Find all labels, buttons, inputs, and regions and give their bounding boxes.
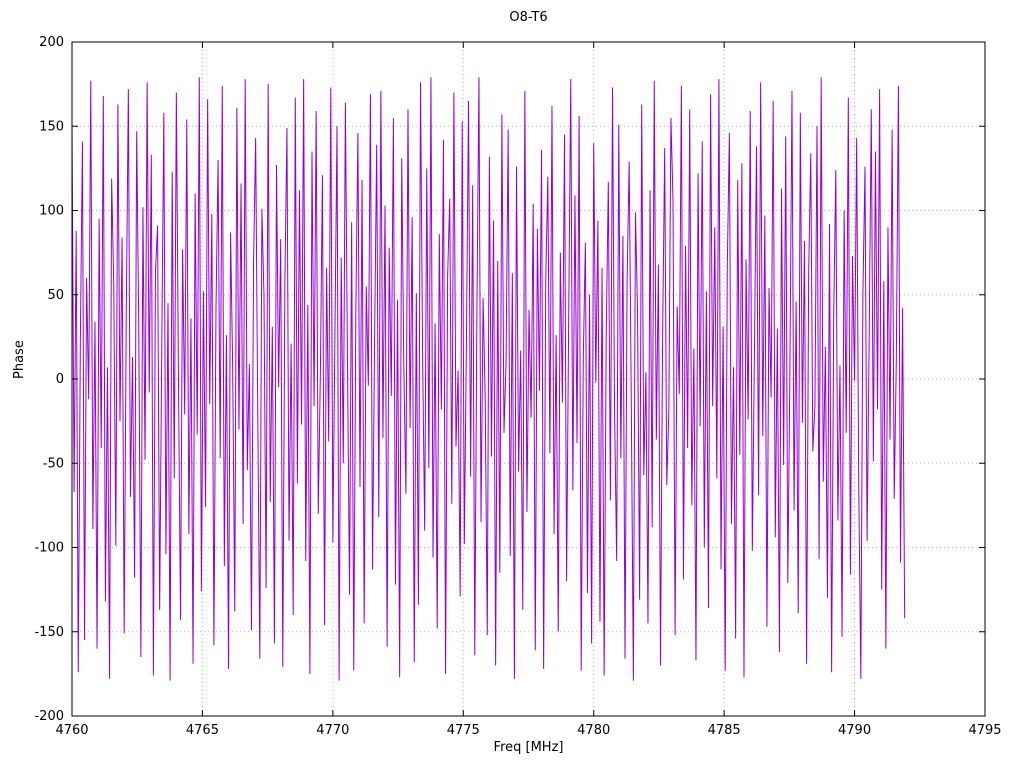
- x-tick-label: 4760: [55, 723, 88, 738]
- y-tick-label: -50: [43, 456, 64, 471]
- x-tick-label: 4780: [577, 723, 610, 738]
- x-tick-label: 4795: [968, 723, 1001, 738]
- x-tick-label: 4765: [186, 723, 219, 738]
- y-tick-label: -200: [34, 709, 64, 724]
- y-tick-label: 150: [39, 119, 64, 134]
- phase-series: [71, 77, 906, 681]
- y-tick-label: -150: [34, 625, 64, 640]
- x-tick-label: 4785: [708, 723, 741, 738]
- y-tick-label: -100: [34, 541, 64, 556]
- y-tick-label: 100: [39, 204, 64, 219]
- x-tick-label: 4790: [838, 723, 871, 738]
- x-axis-label: Freq [MHz]: [493, 740, 564, 755]
- y-tick-label: 200: [39, 35, 64, 50]
- x-tick-label: 4770: [316, 723, 349, 738]
- chart-title: O8-T6: [509, 10, 548, 25]
- y-tick-label: 0: [56, 372, 64, 387]
- x-tick-label: 4775: [447, 723, 480, 738]
- y-tick-label: 50: [47, 288, 64, 303]
